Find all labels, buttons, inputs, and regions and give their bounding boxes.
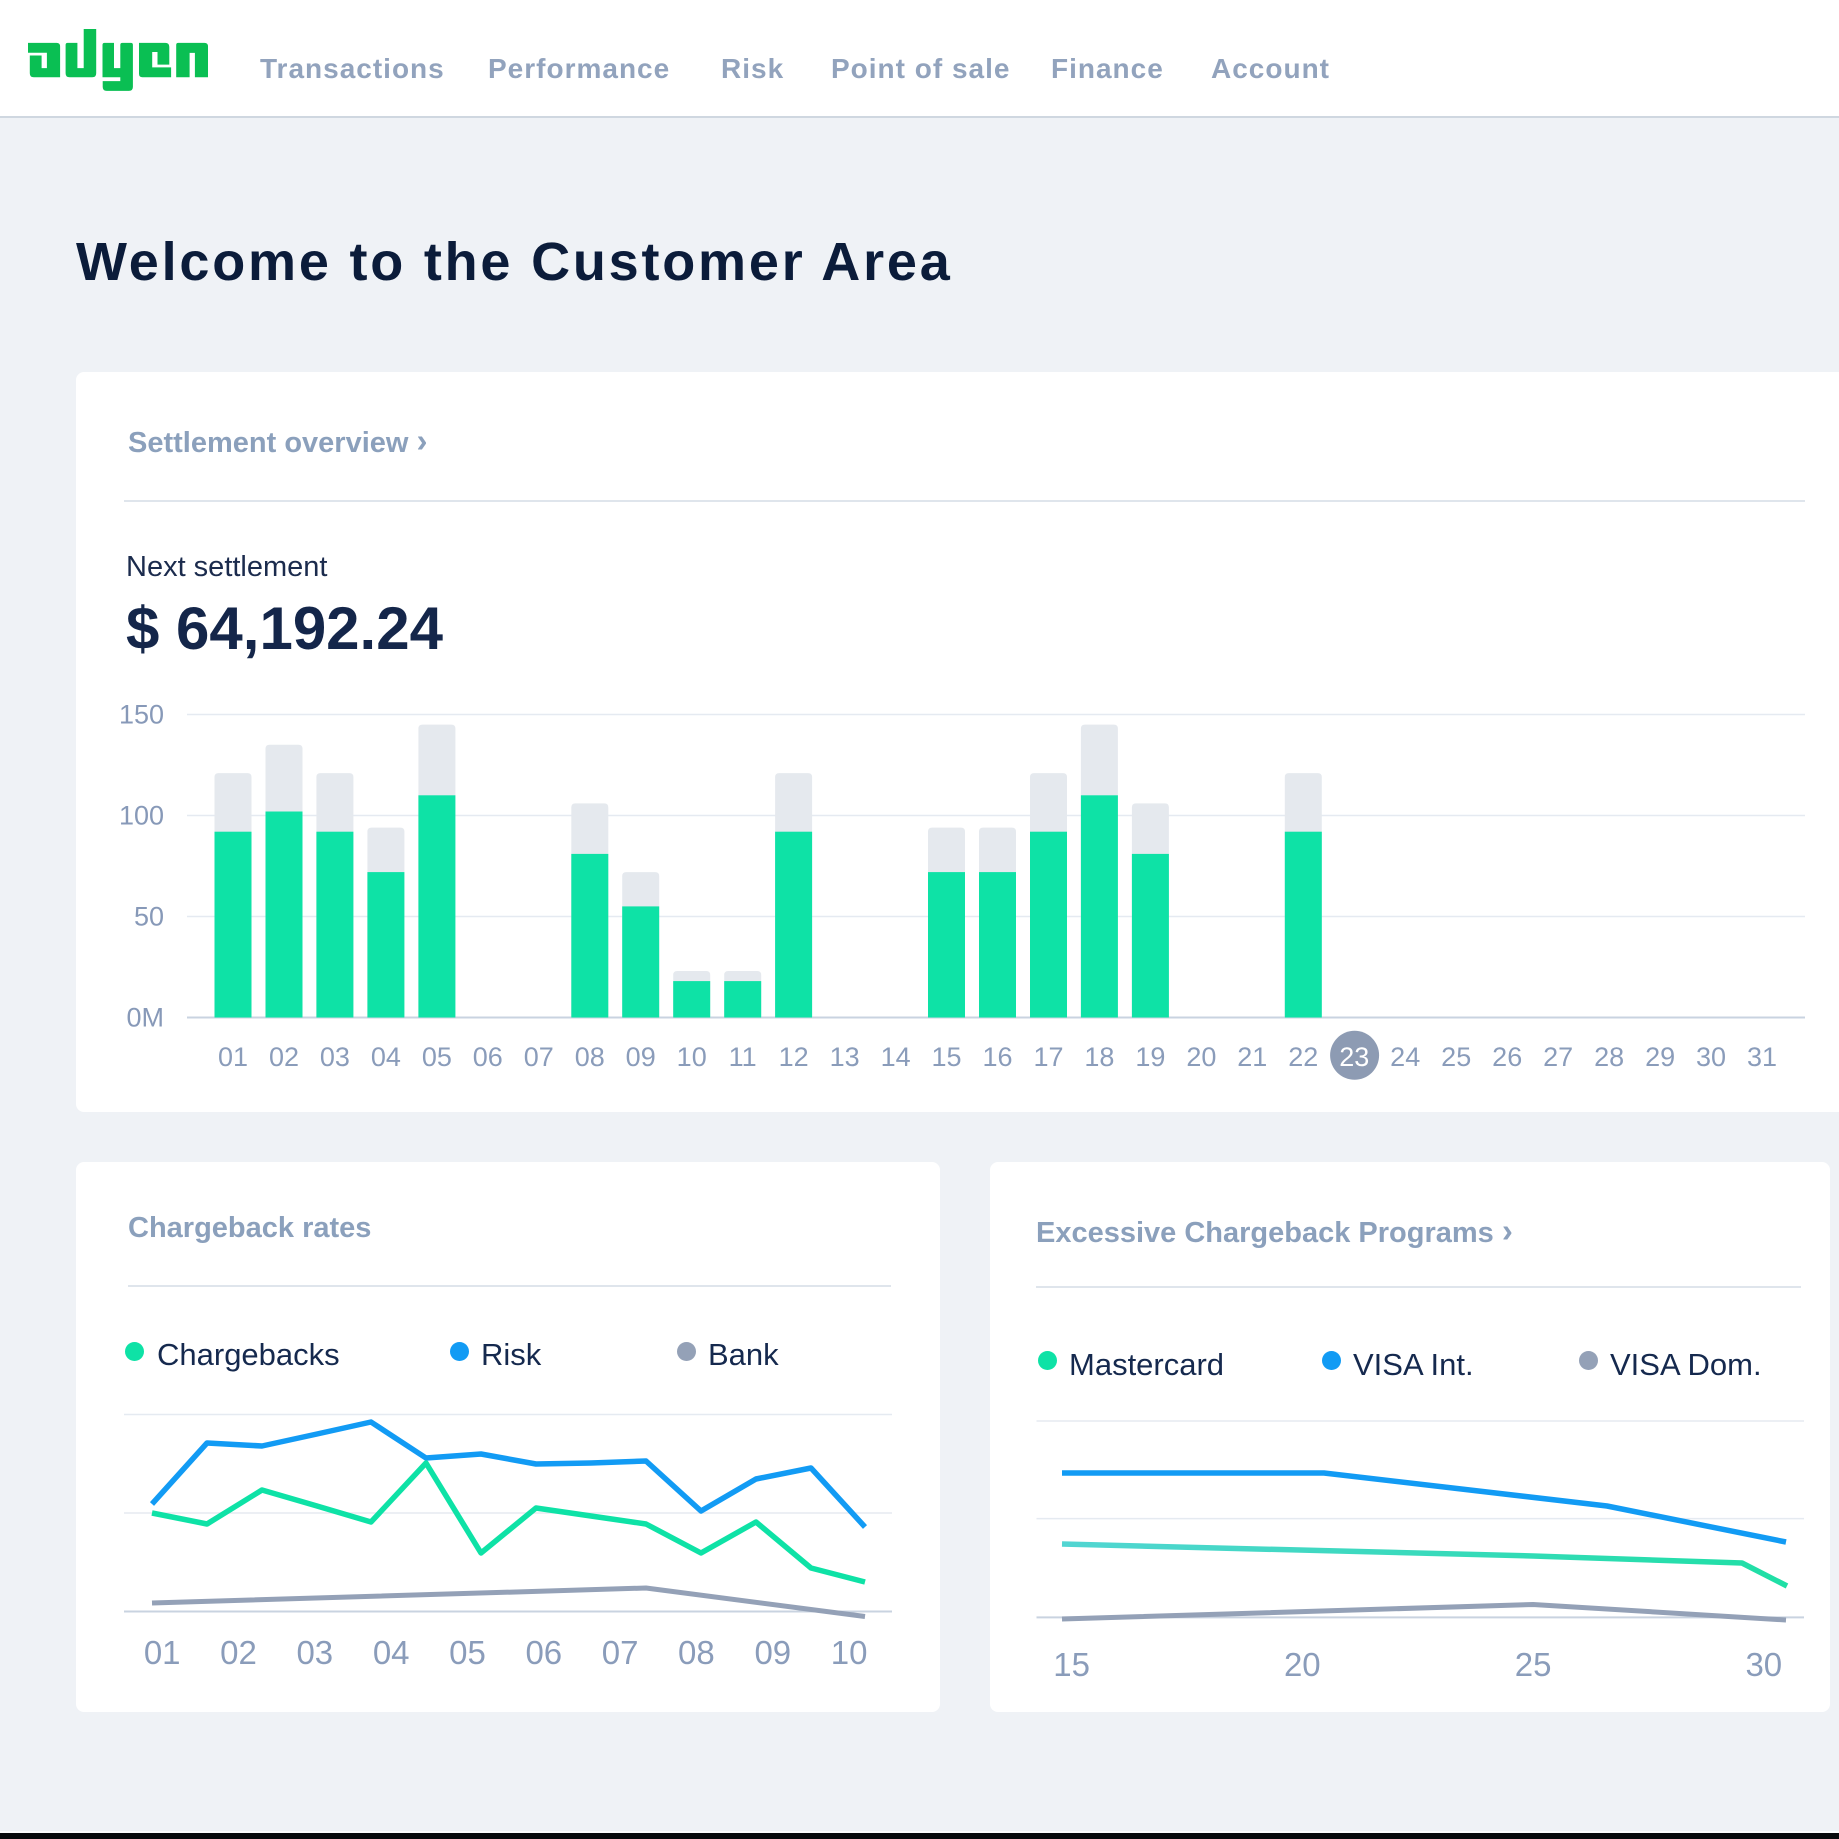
svg-text:11: 11 [729,1042,757,1072]
svg-text:150: 150 [119,700,164,730]
svg-text:17: 17 [1033,1042,1063,1072]
svg-text:15: 15 [931,1042,961,1072]
svg-text:07: 07 [524,1042,554,1072]
svg-text:08: 08 [575,1042,605,1072]
svg-text:03: 03 [320,1042,350,1072]
svg-text:04: 04 [371,1042,401,1072]
svg-text:26: 26 [1492,1042,1522,1072]
svg-text:15: 15 [1053,1646,1090,1683]
svg-text:13: 13 [830,1042,860,1072]
svg-text:09: 09 [754,1634,791,1671]
svg-text:30: 30 [1745,1646,1782,1683]
svg-text:02: 02 [220,1634,257,1671]
svg-text:20: 20 [1186,1042,1216,1072]
svg-text:05: 05 [422,1042,452,1072]
svg-text:31: 31 [1747,1042,1777,1072]
svg-text:01: 01 [144,1634,181,1671]
svg-text:03: 03 [296,1634,333,1671]
svg-text:20: 20 [1284,1646,1321,1683]
svg-text:50: 50 [134,902,164,932]
svg-text:25: 25 [1441,1042,1471,1072]
svg-text:10: 10 [677,1042,707,1072]
svg-text:28: 28 [1594,1042,1624,1072]
svg-text:06: 06 [525,1634,562,1671]
svg-text:08: 08 [678,1634,715,1671]
svg-text:16: 16 [982,1042,1012,1072]
svg-text:22: 22 [1288,1042,1318,1072]
svg-text:10: 10 [831,1634,868,1671]
svg-text:100: 100 [119,801,164,831]
svg-text:07: 07 [602,1634,639,1671]
svg-text:0M: 0M [126,1003,164,1033]
svg-text:06: 06 [473,1042,503,1072]
svg-text:23: 23 [1339,1042,1369,1072]
svg-text:25: 25 [1515,1646,1552,1683]
svg-text:09: 09 [626,1042,656,1072]
svg-text:02: 02 [269,1042,299,1072]
svg-text:29: 29 [1645,1042,1675,1072]
svg-text:04: 04 [373,1634,410,1671]
svg-text:18: 18 [1084,1042,1114,1072]
svg-text:27: 27 [1543,1042,1573,1072]
svg-text:19: 19 [1135,1042,1165,1072]
svg-text:01: 01 [218,1042,248,1072]
svg-text:30: 30 [1696,1042,1726,1072]
svg-text:12: 12 [779,1042,809,1072]
svg-text:21: 21 [1237,1042,1267,1072]
svg-text:05: 05 [449,1634,486,1671]
svg-text:24: 24 [1390,1042,1420,1072]
svg-text:14: 14 [881,1042,911,1072]
